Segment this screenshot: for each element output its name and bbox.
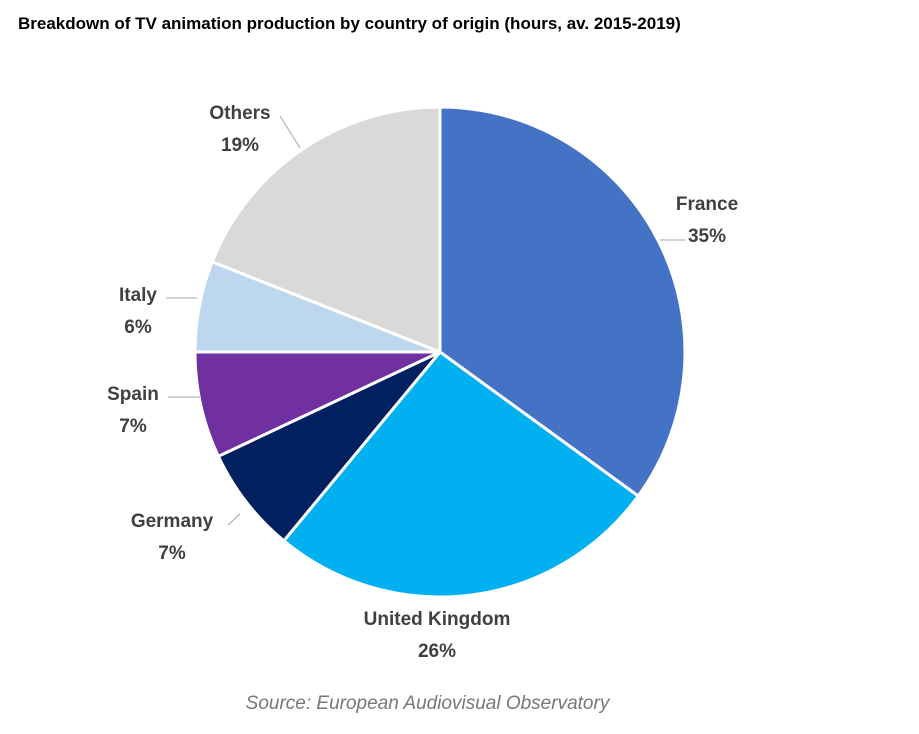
slice-value-label: 6% <box>124 317 152 338</box>
slice-name-label: United Kingdom <box>364 609 511 630</box>
slice-name-label: Germany <box>131 511 214 532</box>
leader-line <box>227 513 241 526</box>
pie-slice-united-kingdom <box>281 349 641 599</box>
slice-name-label: Spain <box>107 384 159 405</box>
chart-title: Breakdown of TV animation production by … <box>18 14 681 33</box>
slice-value-label: 26% <box>418 641 456 662</box>
pie-slice-others <box>210 105 442 355</box>
pie-slice-france <box>438 105 687 499</box>
source-note: Source: European Audiovisual Observatory <box>245 693 610 714</box>
slice-value-label: 35% <box>688 226 726 247</box>
pie-slice-spain <box>193 350 441 459</box>
slice-value-label: 7% <box>119 416 147 437</box>
slice-value-label: 19% <box>221 135 259 156</box>
pie-slice-germany <box>216 350 442 543</box>
slice-name-label: Italy <box>119 285 157 306</box>
slice-name-label: Others <box>209 103 270 124</box>
slice-name-label: France <box>676 194 738 215</box>
slice-value-label: 7% <box>158 543 186 564</box>
leader-line <box>279 115 301 149</box>
